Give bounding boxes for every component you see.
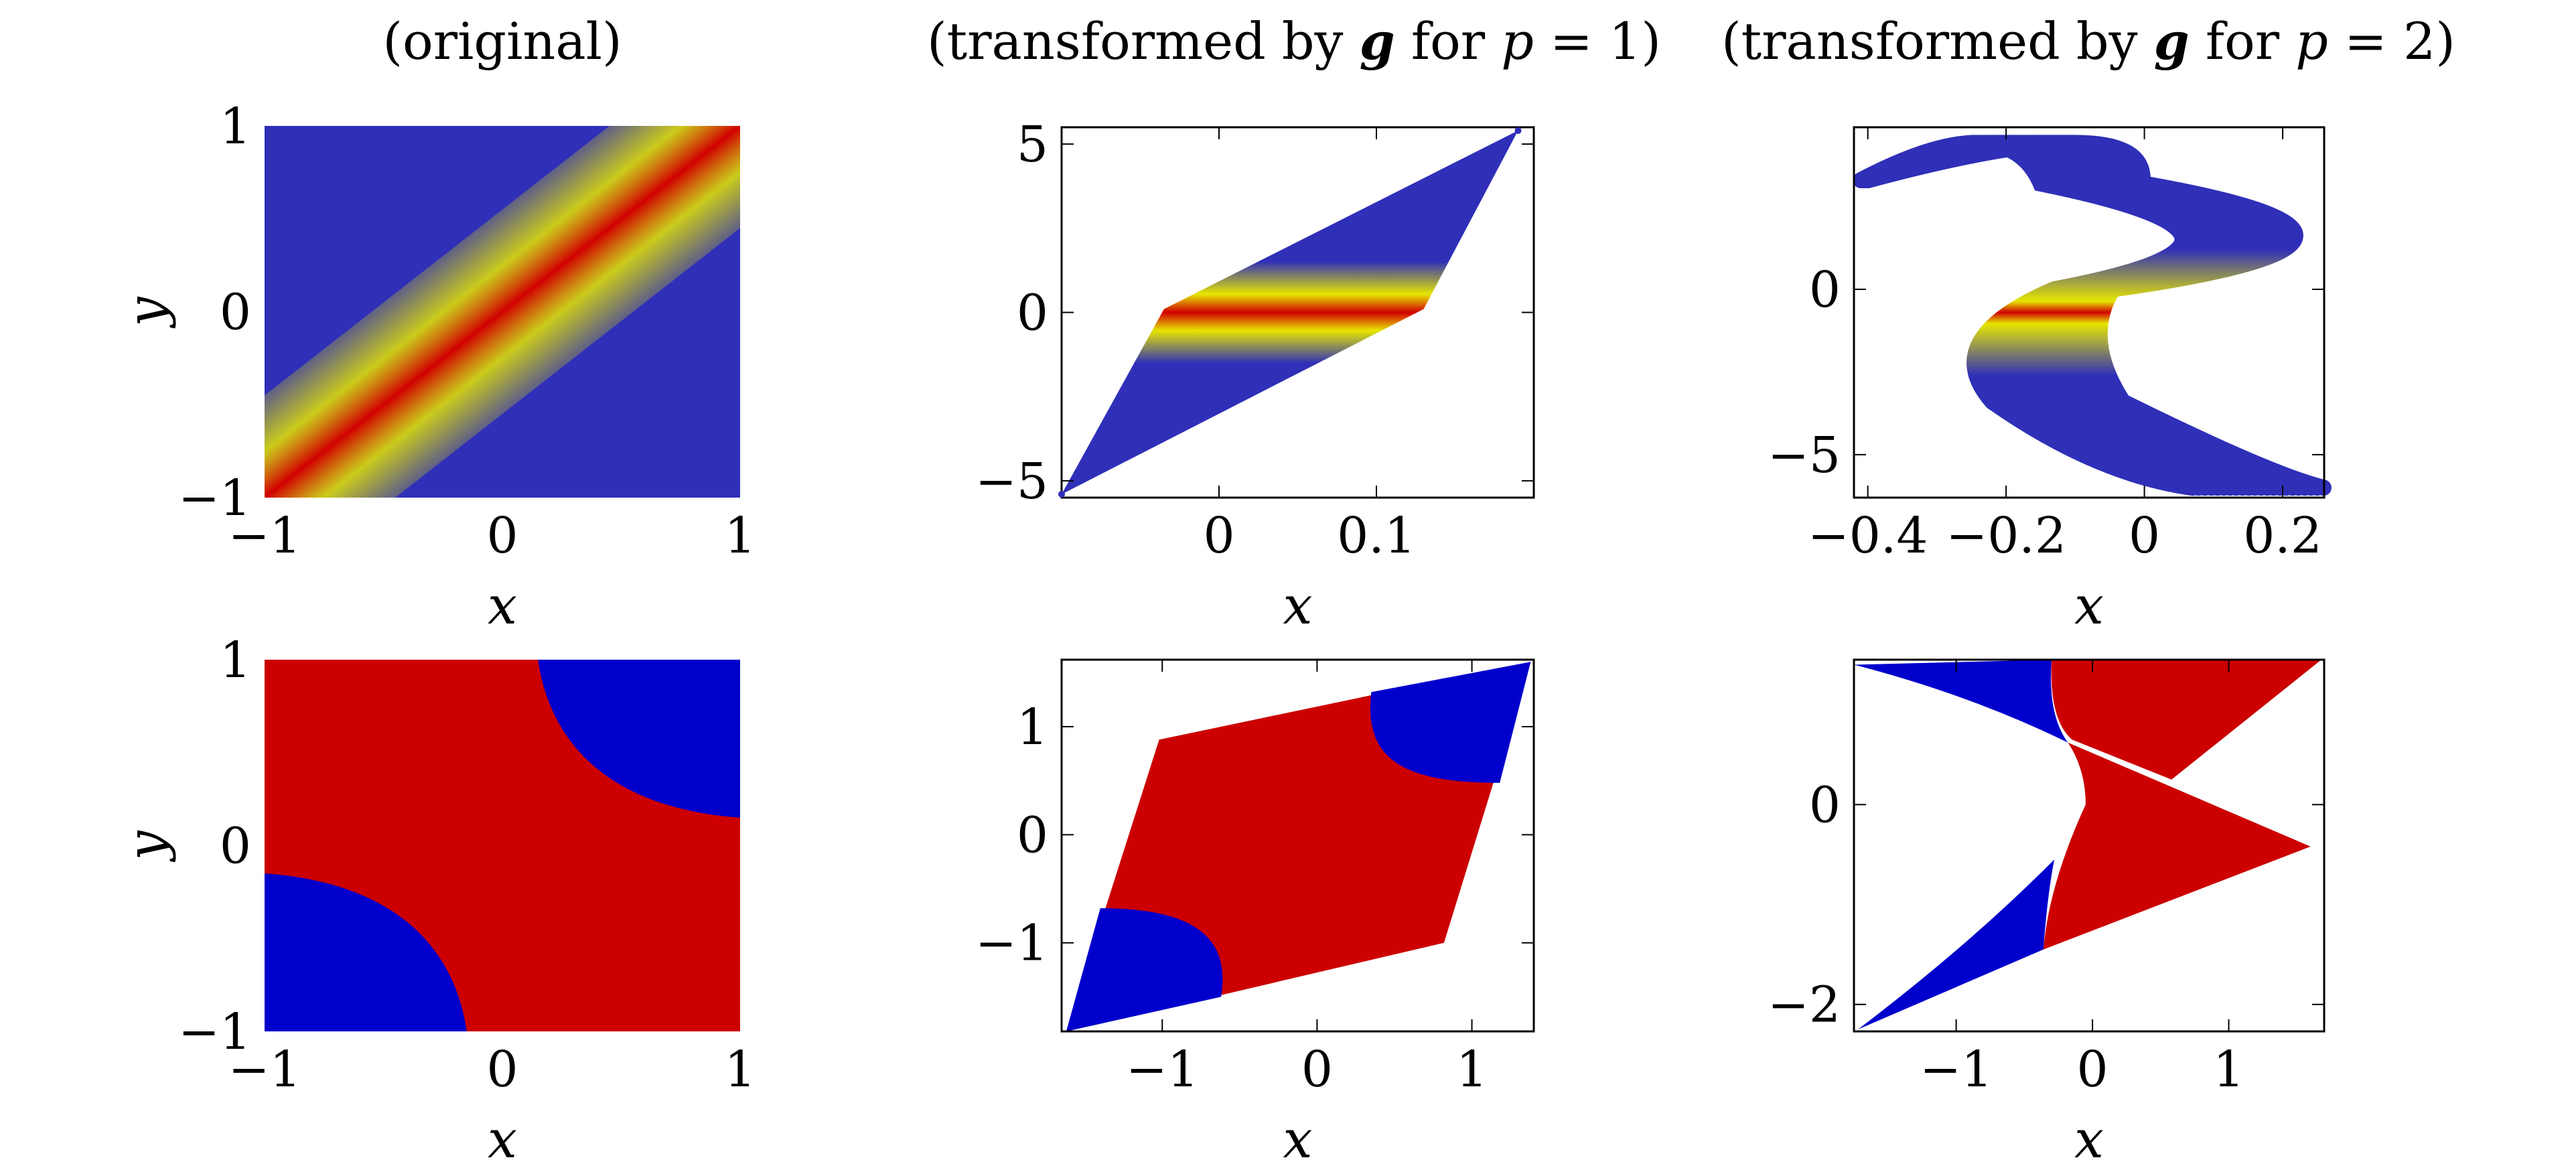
- y-tick-label: 0: [220, 284, 251, 342]
- y-tick-label: 0: [1809, 776, 1841, 834]
- axes-frame: [1060, 658, 1535, 1033]
- axes-bottom-p1: −1 0 1 −1 0 1 x: [975, 658, 1535, 1166]
- x-tick-label: −1: [1920, 1041, 1993, 1098]
- title-p2: (transformed by g for p = 2): [1721, 11, 2455, 71]
- y-tick-label: 1: [220, 632, 251, 689]
- y-tick-label: 1: [1017, 699, 1048, 756]
- x-tick-label: −0.4: [1808, 507, 1928, 565]
- blue-class-region-bottom-left: [265, 873, 467, 1031]
- axes-frame: [1853, 126, 2325, 499]
- x-tick-label: 0: [1203, 507, 1234, 565]
- y-tick-label: −1: [975, 915, 1048, 972]
- x-axis-label: x: [488, 1110, 517, 1166]
- panel-top-p1: 0 0.1 −5 0 5 x: [975, 116, 1535, 636]
- x-tick-label: 1: [724, 1041, 756, 1098]
- x-axis-label: x: [1283, 576, 1313, 636]
- y-axis-label: y: [117, 297, 177, 329]
- y-axis-label: y: [117, 830, 177, 863]
- y-tick-label: 0: [220, 818, 251, 875]
- x-tick-label: 0: [2077, 1041, 2108, 1098]
- y-tick-label: −2: [1768, 976, 1841, 1034]
- red-class-region-upper: [2051, 660, 2321, 780]
- y-tick-label: 0: [1017, 806, 1048, 864]
- y-tick-label: 1: [220, 98, 251, 155]
- y-tick-label: −1: [178, 1003, 251, 1061]
- axes-top-p2: −0.4 −0.2 0 0.2−50x: [1768, 126, 2325, 636]
- blue-class-region-lower: [1858, 859, 2055, 1029]
- transformed-curves: [1853, 135, 2332, 496]
- x-tick-label: 0: [486, 507, 518, 565]
- x-tick-label: 0.1: [1337, 507, 1416, 565]
- diagonal-heatmap: [265, 126, 740, 498]
- x-tick-label: 1: [724, 507, 756, 565]
- transformed-band-region: [1062, 131, 1518, 494]
- corner-point: [1058, 490, 1065, 498]
- x-axis-label: x: [2074, 576, 2104, 636]
- x-tick-label: 1: [2213, 1041, 2244, 1098]
- blue-class-region-top-right: [538, 660, 740, 818]
- blue-class-region-bottom-left: [1066, 908, 1223, 1031]
- x-tick-label: 0: [2129, 507, 2160, 565]
- x-tick-label: 1: [1456, 1041, 1488, 1098]
- panel-bottom-p2: −1 0 1 −2 0 x: [1768, 658, 2325, 1166]
- y-tick-label: 0: [1809, 261, 1841, 319]
- axes-bottom-original: −1 0 1 −1 0 1 x y: [117, 632, 756, 1166]
- corner-point: [1514, 127, 1522, 135]
- panel-top-p2: −0.4 −0.2 0 0.2−50x: [1768, 126, 2332, 636]
- x-tick-label: −1: [1126, 1041, 1199, 1098]
- panel-bottom-p1: −1 0 1 −1 0 1 x: [975, 658, 1535, 1166]
- transformed-curve: [1860, 135, 2332, 496]
- blue-class-region-top-right: [1370, 662, 1531, 783]
- diagonal-band: [265, 126, 740, 498]
- class-regions: [265, 660, 740, 1031]
- y-tick-label: −5: [1768, 427, 1841, 484]
- axes-top-original: −1 0 1 −1 0 1 x y: [117, 98, 756, 636]
- y-tick-label: 5: [1017, 116, 1048, 173]
- red-class-region-lower: [2043, 742, 2311, 950]
- x-tick-label: 0: [486, 1041, 518, 1098]
- title-original: (original): [382, 11, 622, 71]
- x-axis-label: x: [488, 576, 517, 636]
- axes-bottom-p2: −1 0 1 −2 0 x: [1768, 658, 2325, 1166]
- x-tick-label: −1: [228, 1041, 301, 1098]
- x-tick-label: −0.2: [1946, 507, 2066, 565]
- x-axis-label: x: [1283, 1110, 1313, 1166]
- title-p1: (transformed by g for p = 1): [927, 11, 1661, 71]
- y-tick-label: 0: [1017, 285, 1048, 342]
- axes-frame: [1853, 658, 2325, 1033]
- x-tick-label: 0.2: [2243, 507, 2322, 565]
- panel-bottom-original: −1 0 1 −1 0 1 x y: [117, 632, 756, 1166]
- x-tick-label: 0: [1301, 1041, 1333, 1098]
- blue-class-region-upper: [1854, 660, 2068, 743]
- x-axis-label: x: [2074, 1110, 2104, 1166]
- x-tick-label: −1: [228, 507, 301, 565]
- y-tick-label: −5: [975, 453, 1048, 510]
- axes-top-p1: 0 0.1 −5 0 5 x: [975, 116, 1535, 636]
- y-tick-label: −1: [178, 469, 251, 527]
- panel-top-original: −1 0 1 −1 0 1 x y: [117, 98, 756, 636]
